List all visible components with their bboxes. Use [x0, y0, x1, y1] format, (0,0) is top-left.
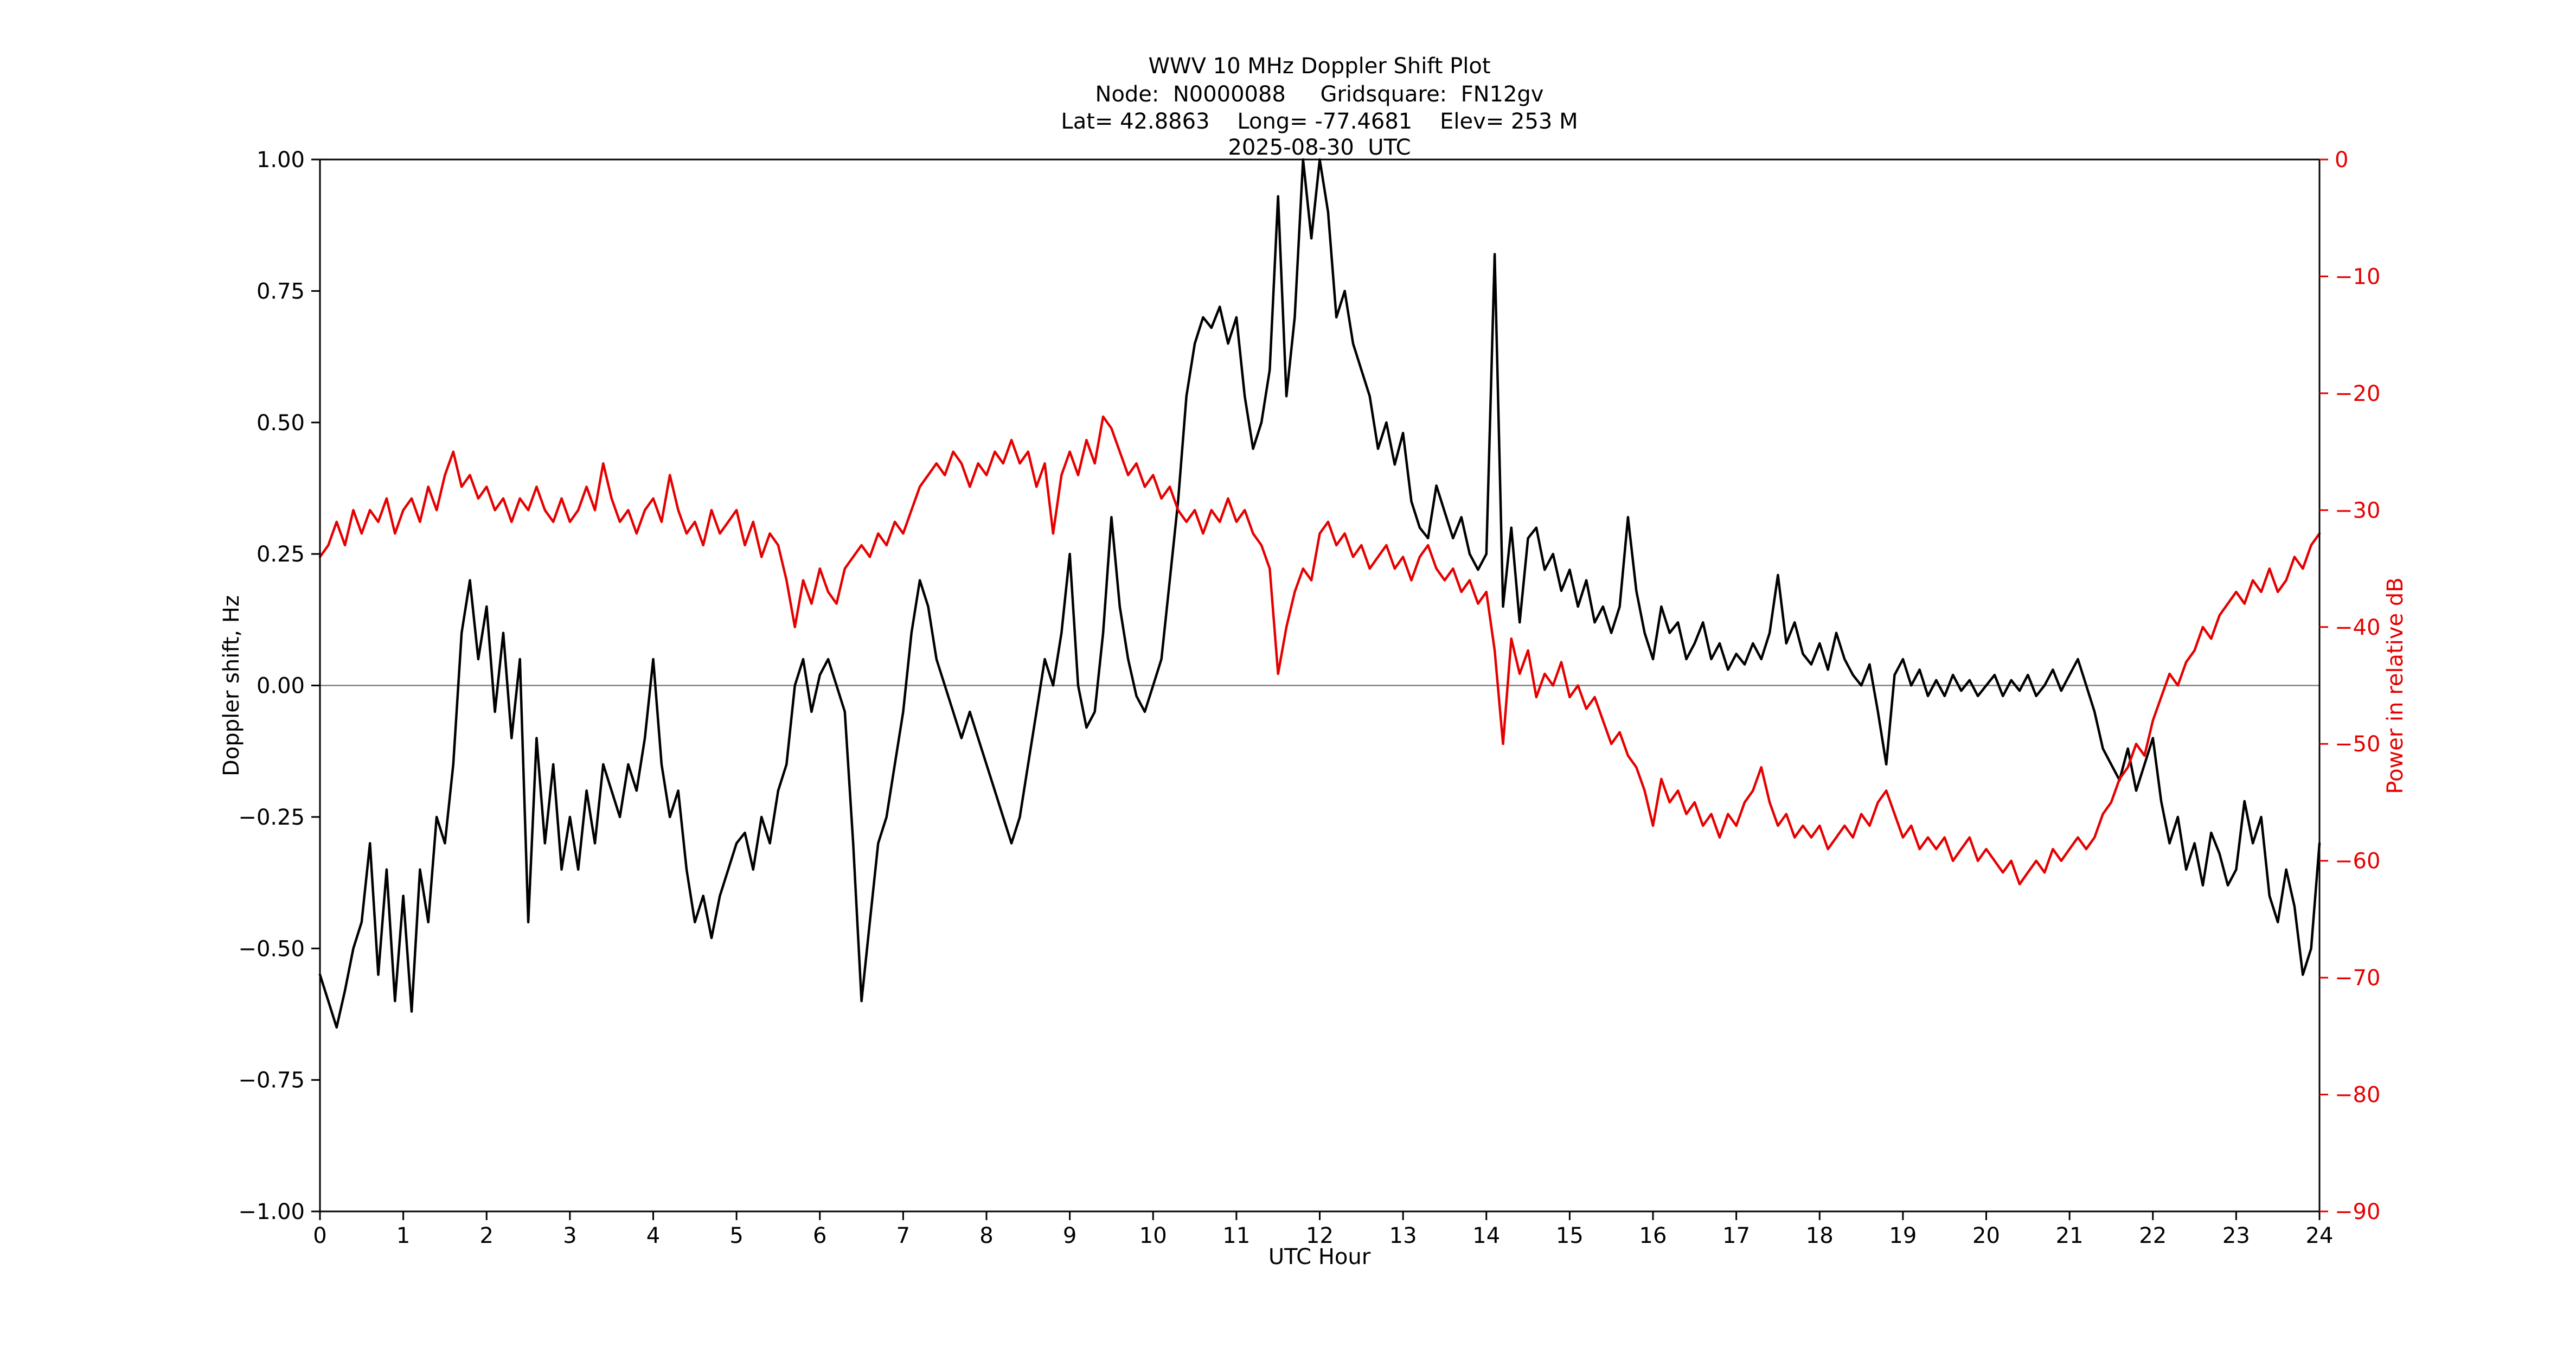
x-tick-label: 0	[313, 1223, 326, 1248]
x-tick-label: 5	[729, 1223, 743, 1248]
right-axis-label: Power in relative dB	[2383, 577, 2408, 794]
x-tick-label: 8	[979, 1223, 993, 1248]
x-tick-label: 17	[1722, 1223, 1750, 1248]
x-tick-label: 6	[813, 1223, 826, 1248]
title-block: WWV 10 MHz Doppler Shift Plot Node: N000…	[1061, 54, 1578, 160]
right-tick-label: 0	[2335, 148, 2348, 173]
x-tick-label: 10	[1139, 1223, 1167, 1248]
x-tick-label: 22	[2139, 1223, 2167, 1248]
x-tick-label: 23	[2222, 1223, 2250, 1248]
left-tick-label: −0.75	[238, 1068, 305, 1093]
left-tick-label: 0.75	[257, 279, 305, 304]
x-tick-label: 24	[2306, 1223, 2334, 1248]
plot-title-line-3: Lat= 42.8863 Long= -77.4681 Elev= 253 M	[1061, 109, 1578, 134]
x-axis-label: UTC Hour	[1268, 1245, 1371, 1269]
x-tick-label: 11	[1222, 1223, 1250, 1248]
plot-title-line-4: 2025-08-30 UTC	[1228, 135, 1411, 160]
x-tick-label: 19	[1889, 1223, 1917, 1248]
right-tick-label: −30	[2335, 498, 2380, 523]
x-tick-label: 12	[1306, 1223, 1334, 1248]
right-tick-label: −40	[2335, 615, 2380, 640]
x-tick-label: 4	[646, 1223, 660, 1248]
power-series-line	[318, 415, 2321, 886]
x-tick-label: 18	[1806, 1223, 1834, 1248]
left-tick-label: −0.50	[238, 936, 305, 961]
x-tick-label: 15	[1556, 1223, 1584, 1248]
left-tick-label: 1.00	[257, 148, 305, 173]
x-tick-label: 9	[1063, 1223, 1076, 1248]
left-tick-label: −0.25	[238, 805, 305, 830]
x-tick-label: 16	[1639, 1223, 1667, 1248]
plot-title-line-1: WWV 10 MHz Doppler Shift Plot	[1148, 54, 1490, 79]
axes-layer: 0 1 2 3 4 5 6 7 8 9 10 11 12 13 14 15 16 17 18 19 20 21 22 23 24…	[238, 148, 2380, 1248]
left-tick-label: 0.25	[257, 542, 305, 567]
right-tick-label: −50	[2335, 732, 2380, 757]
x-tick-label: 21	[2056, 1223, 2084, 1248]
right-tick-label: −80	[2335, 1083, 2380, 1108]
left-axis-label: Doppler shift, Hz	[219, 595, 244, 776]
x-tick-label: 3	[563, 1223, 576, 1248]
x-tick-label: 13	[1389, 1223, 1417, 1248]
x-tick-label: 7	[896, 1223, 910, 1248]
right-tick-label: −60	[2335, 849, 2380, 874]
plot-title-line-2: Node: N0000088 Gridsquare: FN12gv	[1095, 82, 1544, 107]
left-tick-label: −1.00	[238, 1200, 305, 1224]
x-tick-label: 20	[1972, 1223, 2000, 1248]
right-tick-label: −70	[2335, 966, 2380, 991]
left-tick-label: 0.50	[257, 411, 305, 436]
x-tick-label: 2	[480, 1223, 494, 1248]
x-tick-label: 14	[1472, 1223, 1500, 1248]
left-tick-label: 0.00	[257, 674, 305, 699]
x-tick-label: 1	[396, 1223, 410, 1248]
right-tick-label: −90	[2335, 1200, 2380, 1224]
right-tick-label: −10	[2335, 264, 2380, 289]
right-tick-label: −20	[2335, 381, 2380, 406]
